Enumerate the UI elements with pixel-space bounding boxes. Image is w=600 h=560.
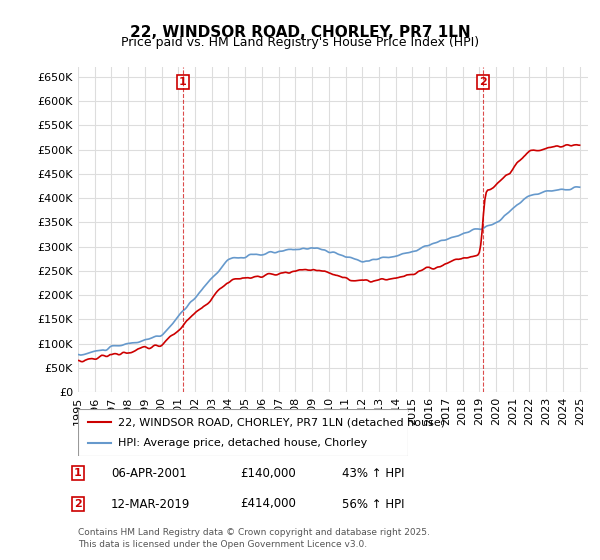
Text: 22, WINDSOR ROAD, CHORLEY, PR7 1LN (detached house): 22, WINDSOR ROAD, CHORLEY, PR7 1LN (deta… [118, 417, 445, 427]
Text: HPI: Average price, detached house, Chorley: HPI: Average price, detached house, Chor… [118, 438, 367, 448]
FancyBboxPatch shape [78, 409, 408, 456]
Text: 1: 1 [74, 468, 82, 478]
Text: 22, WINDSOR ROAD, CHORLEY, PR7 1LN: 22, WINDSOR ROAD, CHORLEY, PR7 1LN [130, 25, 470, 40]
Text: £140,000: £140,000 [240, 466, 296, 480]
Text: 56% ↑ HPI: 56% ↑ HPI [342, 497, 404, 511]
Text: £414,000: £414,000 [240, 497, 296, 511]
Text: 2: 2 [74, 499, 82, 509]
Text: 1: 1 [179, 77, 187, 87]
Text: 06-APR-2001: 06-APR-2001 [111, 466, 187, 480]
Text: 2: 2 [479, 77, 487, 87]
Text: 43% ↑ HPI: 43% ↑ HPI [342, 466, 404, 480]
Text: Contains HM Land Registry data © Crown copyright and database right 2025.
This d: Contains HM Land Registry data © Crown c… [78, 528, 430, 549]
Text: Price paid vs. HM Land Registry's House Price Index (HPI): Price paid vs. HM Land Registry's House … [121, 36, 479, 49]
Text: 12-MAR-2019: 12-MAR-2019 [111, 497, 190, 511]
